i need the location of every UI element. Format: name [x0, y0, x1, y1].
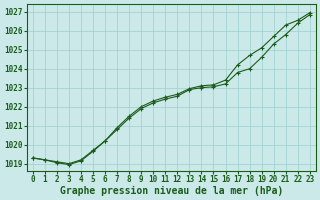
X-axis label: Graphe pression niveau de la mer (hPa): Graphe pression niveau de la mer (hPa) [60, 186, 283, 196]
